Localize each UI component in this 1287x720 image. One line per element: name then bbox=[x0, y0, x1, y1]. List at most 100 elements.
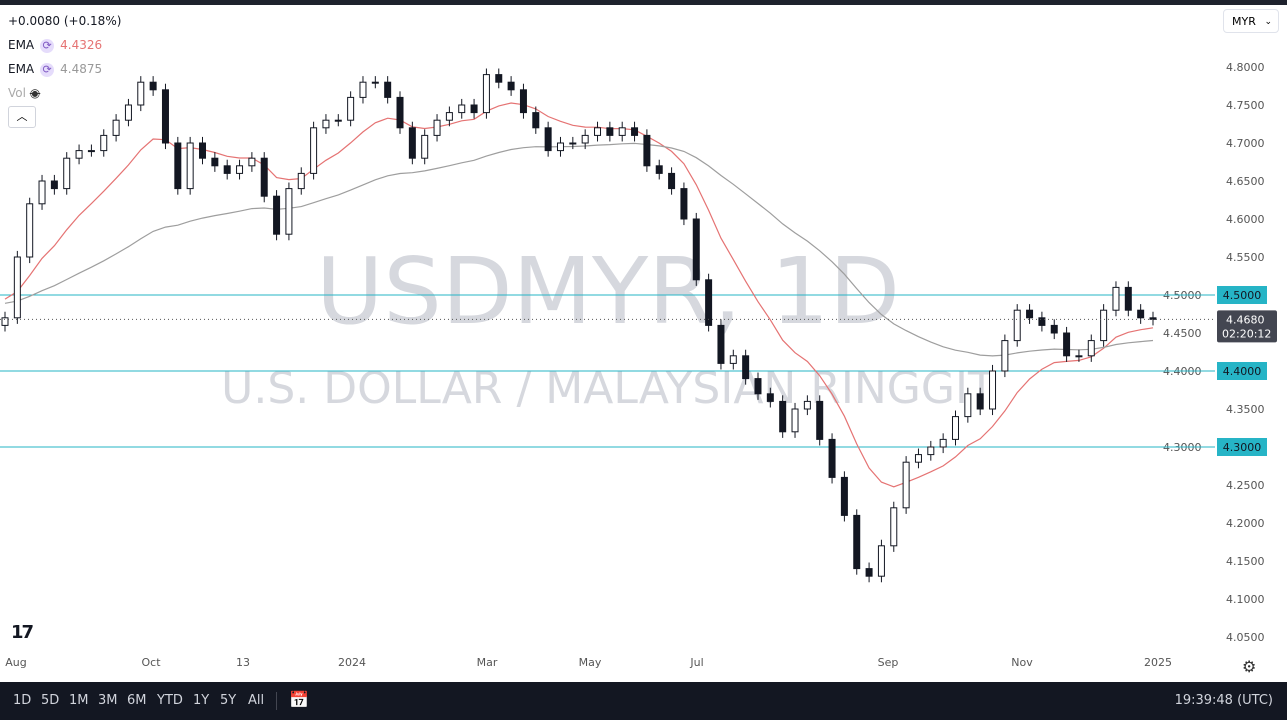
candle-body bbox=[1, 317, 9, 326]
currency-dropdown[interactable]: MYR ⌄ bbox=[1223, 9, 1279, 33]
go-to-date-icon[interactable]: 📅 bbox=[289, 690, 309, 709]
range-3m[interactable]: 3M bbox=[98, 693, 118, 708]
range-all[interactable]: All bbox=[248, 693, 265, 708]
level-label: 4.4000 bbox=[1223, 365, 1262, 378]
candle-body bbox=[890, 507, 898, 547]
price-chart[interactable]: USDMYR, 1DU.S. DOLLAR / MALAYSIAN RINGGI… bbox=[0, 5, 1287, 682]
currency-label: MYR bbox=[1232, 15, 1256, 28]
candle-body bbox=[384, 81, 392, 98]
candle-body bbox=[322, 119, 330, 129]
y-tick-label: 4.8000 bbox=[1226, 61, 1265, 74]
y-tick-label: 4.1500 bbox=[1226, 555, 1265, 568]
candle-body bbox=[729, 355, 737, 364]
candle-body bbox=[273, 195, 281, 235]
candle-body bbox=[631, 127, 639, 136]
level-label: 4.3000 bbox=[1223, 441, 1262, 454]
candle-body bbox=[643, 134, 651, 167]
y-tick-label: 4.2000 bbox=[1226, 517, 1265, 530]
candle-body bbox=[544, 127, 552, 152]
candle-body bbox=[458, 104, 466, 114]
candle-body bbox=[569, 142, 577, 145]
candle-body bbox=[754, 378, 762, 395]
candle-body bbox=[742, 355, 750, 380]
level-label-bg bbox=[1217, 438, 1267, 456]
candle-body bbox=[1038, 317, 1046, 326]
range-1m[interactable]: 1M bbox=[69, 693, 89, 708]
ema1-legend[interactable]: EMA ⟳ 4.4326 bbox=[8, 38, 102, 53]
ema2-label: EMA bbox=[8, 62, 35, 76]
range-5d[interactable]: 5D bbox=[41, 693, 60, 708]
ema2-value: 4.4875 bbox=[60, 62, 103, 76]
ema1-label: EMA bbox=[8, 38, 35, 52]
candle-body bbox=[914, 454, 922, 463]
ema2-line bbox=[4, 142, 1154, 357]
sync-icon[interactable]: ⟳ bbox=[40, 63, 55, 77]
y-tick-label: 4.5500 bbox=[1226, 251, 1265, 264]
candle-body bbox=[766, 393, 774, 402]
candle-body bbox=[433, 119, 441, 136]
y-tick-label: 4.3500 bbox=[1226, 403, 1265, 416]
x-tick-label: Sep bbox=[878, 656, 899, 669]
range-6m[interactable]: 6M bbox=[127, 693, 147, 708]
candle-body bbox=[285, 188, 293, 235]
x-tick-label: Nov bbox=[1011, 656, 1033, 669]
candle-body bbox=[951, 416, 959, 440]
candle-body bbox=[149, 81, 157, 91]
x-tick-label: May bbox=[579, 656, 602, 669]
candle-body bbox=[63, 157, 71, 190]
candle-body bbox=[199, 142, 207, 159]
ema1-line bbox=[4, 102, 1154, 488]
candle-body bbox=[1026, 309, 1034, 319]
divider bbox=[276, 692, 277, 710]
level-label-bg bbox=[1217, 362, 1267, 380]
candle-body bbox=[594, 127, 602, 136]
candle-body bbox=[1050, 324, 1058, 334]
gear-icon[interactable]: ⚙ bbox=[1242, 657, 1257, 676]
candle-body bbox=[840, 476, 848, 516]
ema2-legend[interactable]: EMA ⟳ 4.4875 bbox=[8, 62, 102, 77]
candle-body bbox=[989, 370, 997, 410]
ema1-value: 4.4326 bbox=[60, 38, 103, 52]
candle-body bbox=[939, 438, 947, 448]
candle-body bbox=[260, 157, 268, 197]
candle-body bbox=[297, 172, 305, 190]
candle-body bbox=[927, 446, 935, 456]
collapse-legend-button[interactable]: ︿ bbox=[8, 106, 36, 128]
candle-body bbox=[186, 142, 194, 190]
candle-body bbox=[618, 127, 626, 136]
candle-body bbox=[334, 119, 342, 122]
y-tick-label: 4.4500 bbox=[1163, 327, 1202, 340]
range-1d[interactable]: 1D bbox=[13, 693, 32, 708]
candle-body bbox=[1112, 286, 1120, 311]
tradingview-logo[interactable]: 17 bbox=[11, 622, 34, 643]
clock[interactable]: 19:39:48 (UTC) bbox=[1174, 693, 1273, 708]
candle-body bbox=[470, 104, 478, 114]
y-tick-label: 4.7000 bbox=[1226, 137, 1265, 150]
candle-body bbox=[1124, 286, 1132, 311]
candle-body bbox=[359, 81, 367, 98]
sync-icon[interactable]: ⟳ bbox=[40, 39, 55, 53]
x-tick-label: Jul bbox=[689, 656, 703, 669]
x-tick-label: 2025 bbox=[1144, 656, 1172, 669]
candle-body bbox=[507, 81, 515, 91]
level-label: 4.5000 bbox=[1223, 289, 1262, 302]
candle-body bbox=[1137, 309, 1145, 319]
range-5y[interactable]: 5Y bbox=[220, 693, 237, 708]
vol-legend[interactable]: Vol ◉ bbox=[8, 86, 40, 100]
range-1y[interactable]: 1Y bbox=[193, 693, 210, 708]
range-ytd[interactable]: YTD bbox=[157, 693, 183, 708]
candle-body bbox=[100, 134, 108, 152]
level-label-bg bbox=[1217, 286, 1267, 304]
candle-body bbox=[1087, 340, 1095, 357]
y-tick-label: 4.2500 bbox=[1226, 479, 1265, 492]
candle-body bbox=[87, 150, 95, 153]
candle-body bbox=[705, 279, 713, 326]
candle-body bbox=[692, 218, 700, 281]
eye-hidden-icon[interactable]: ◉ bbox=[29, 86, 41, 100]
candle-body bbox=[1063, 332, 1071, 357]
candle-body bbox=[1013, 309, 1021, 342]
bar-countdown: 02:20:12 bbox=[1222, 327, 1271, 340]
chevron-up-icon: ︿ bbox=[16, 110, 28, 123]
candle-body bbox=[717, 324, 725, 364]
candle-body bbox=[495, 74, 503, 83]
